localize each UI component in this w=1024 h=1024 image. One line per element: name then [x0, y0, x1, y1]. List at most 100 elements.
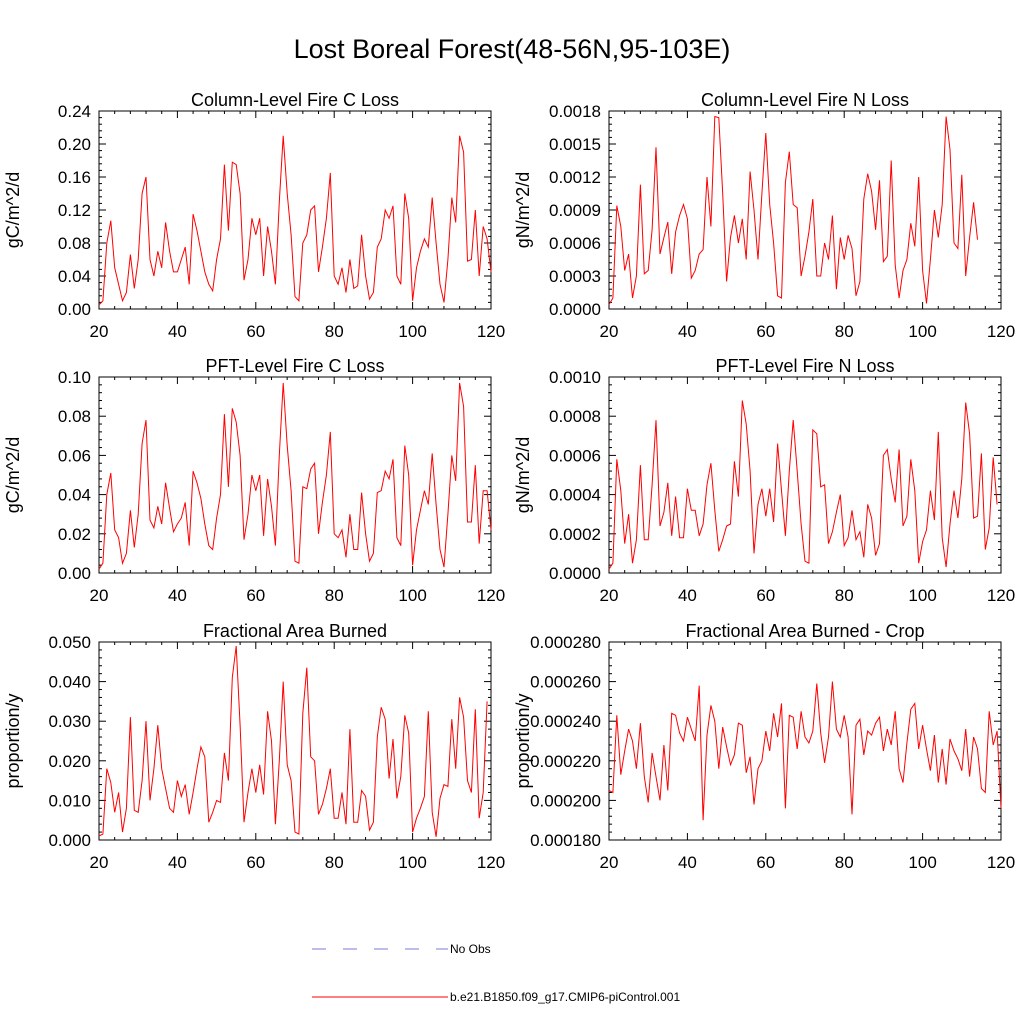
x-tick-label: 40: [678, 586, 697, 605]
y-tick-label: 0.030: [48, 712, 91, 731]
x-tick-label: 120: [987, 586, 1015, 605]
y-tick-label: 0.20: [58, 135, 91, 154]
y-tick-label: 0.000240: [530, 712, 601, 731]
y-tick-label: 0.0006: [549, 446, 601, 465]
x-tick-label: 100: [908, 322, 936, 341]
x-tick-label: 60: [246, 586, 265, 605]
panel-title: Column-Level Fire N Loss: [701, 90, 909, 110]
panel-title: Fractional Area Burned: [203, 621, 387, 641]
legend-no-obs: No Obs: [312, 942, 491, 956]
x-tick-label: 40: [168, 322, 187, 341]
y-tick-label: 0.02: [58, 525, 91, 544]
x-tick-label: 20: [90, 322, 109, 341]
x-tick-label: 40: [678, 322, 697, 341]
x-tick-label: 80: [835, 322, 854, 341]
x-tick-label: 80: [325, 853, 344, 872]
y-tick-label: 0.000220: [530, 752, 601, 771]
x-tick-label: 120: [987, 853, 1015, 872]
y-tick-label: 0.00: [58, 300, 91, 319]
x-tick-label: 120: [987, 322, 1015, 341]
y-tick-label: 0.010: [48, 791, 91, 810]
x-tick-label: 60: [756, 853, 775, 872]
series-line: [98, 135, 492, 306]
y-tick-label: 0.04: [58, 267, 91, 286]
plot-frame: [98, 641, 492, 841]
plot-frame: [608, 110, 1002, 310]
x-tick-label: 20: [90, 586, 109, 605]
x-tick-label: 60: [246, 853, 265, 872]
series-line: [98, 645, 488, 837]
x-tick-label: 40: [678, 853, 697, 872]
y-tick-label: 0.0000: [549, 300, 601, 319]
y-tick-label: 0.0009: [549, 201, 601, 220]
chart-panel-6: Fractional Area Burned - Crop 20 40 60 80 100…: [513, 621, 1015, 872]
chart-panel-1: Column-Level Fire C Loss 20 40 60 80 100 120 0.…: [3, 90, 505, 341]
y-tick-label: 0.0000: [549, 564, 601, 583]
chart-panel-3: PFT-Level Fire C Loss 20 40 60 80 100 120 0.00 0…: [3, 356, 505, 605]
y-tick-label: 0.020: [48, 752, 91, 771]
y-tick-label: 0.08: [58, 407, 91, 426]
legend-model-run: b.e21.B1850.f09_g17.CMIP6-piControl.001: [312, 990, 680, 1004]
y-tick-label: 0.0015: [549, 135, 601, 154]
y-tick-label: 0.0012: [549, 168, 601, 187]
x-tick-label: 40: [168, 853, 187, 872]
x-tick-label: 100: [908, 853, 936, 872]
y-axis-label: gN/m^2/d: [513, 172, 533, 248]
y-tick-label: 0.000180: [530, 831, 601, 850]
x-tick-label: 80: [835, 853, 854, 872]
y-tick-label: 0.040: [48, 673, 91, 692]
y-tick-label: 0.0010: [549, 368, 601, 387]
x-tick-label: 20: [600, 853, 619, 872]
y-tick-label: 0.16: [58, 168, 91, 187]
y-tick-label: 0.0018: [549, 102, 601, 121]
y-tick-label: 0.12: [58, 201, 91, 220]
chart-panel-2: Column-Level Fire N Loss 20 40 60 80 100 120 0.…: [513, 90, 1015, 341]
x-tick-label: 100: [398, 322, 426, 341]
plot-frame: [608, 376, 1002, 574]
x-tick-label: 120: [477, 586, 505, 605]
y-tick-label: 0.000260: [530, 673, 601, 692]
y-tick-label: 0.0006: [549, 234, 601, 253]
x-tick-label: 20: [600, 586, 619, 605]
y-tick-label: 0.0004: [549, 486, 601, 505]
chart-panel-5: Fractional Area Burned 20 40 60 80 100 120 0.00…: [3, 621, 505, 872]
x-tick-label: 120: [477, 322, 505, 341]
panel-title: PFT-Level Fire C Loss: [205, 356, 384, 376]
plot-frame: [608, 641, 1002, 841]
y-axis-label: gC/m^2/d: [3, 437, 23, 513]
figure-title: Lost Boreal Forest(48-56N,95-103E): [293, 34, 731, 64]
y-tick-label: 0.10: [58, 368, 91, 387]
x-tick-label: 100: [398, 853, 426, 872]
x-tick-label: 120: [477, 853, 505, 872]
x-tick-label: 60: [756, 586, 775, 605]
y-tick-label: 0.06: [58, 446, 91, 465]
y-axis-label: proportion/y: [3, 693, 23, 788]
x-tick-label: 100: [398, 586, 426, 605]
y-tick-label: 0.000280: [530, 633, 601, 652]
y-tick-label: 0.24: [58, 102, 91, 121]
y-axis-label: proportion/y: [513, 693, 533, 788]
panel-title: Column-Level Fire C Loss: [191, 90, 399, 110]
x-tick-label: 20: [600, 322, 619, 341]
legend-model-line-swatch: [312, 996, 448, 998]
legend-model-label: b.e21.B1850.f09_g17.CMIP6-piControl.001: [450, 990, 681, 1004]
x-tick-label: 40: [168, 586, 187, 605]
y-tick-label: 0.000: [48, 831, 91, 850]
y-axis-label: gC/m^2/d: [3, 172, 23, 248]
y-tick-label: 0.000200: [530, 791, 601, 810]
y-tick-label: 0.08: [58, 234, 91, 253]
x-tick-label: 20: [90, 853, 109, 872]
x-tick-label: 80: [835, 586, 854, 605]
y-tick-label: 0.050: [48, 633, 91, 652]
plot-frame: [98, 376, 492, 574]
series-line: [608, 400, 998, 570]
chart-panel-4: PFT-Level Fire N Loss 20 40 60 80 100 120 0.000…: [513, 356, 1015, 605]
x-tick-label: 100: [908, 586, 936, 605]
series-line: [98, 382, 492, 570]
x-tick-label: 60: [756, 322, 775, 341]
x-tick-label: 80: [325, 322, 344, 341]
y-tick-label: 0.04: [58, 486, 91, 505]
y-axis-label: gN/m^2/d: [513, 437, 533, 513]
y-tick-label: 0.00: [58, 564, 91, 583]
